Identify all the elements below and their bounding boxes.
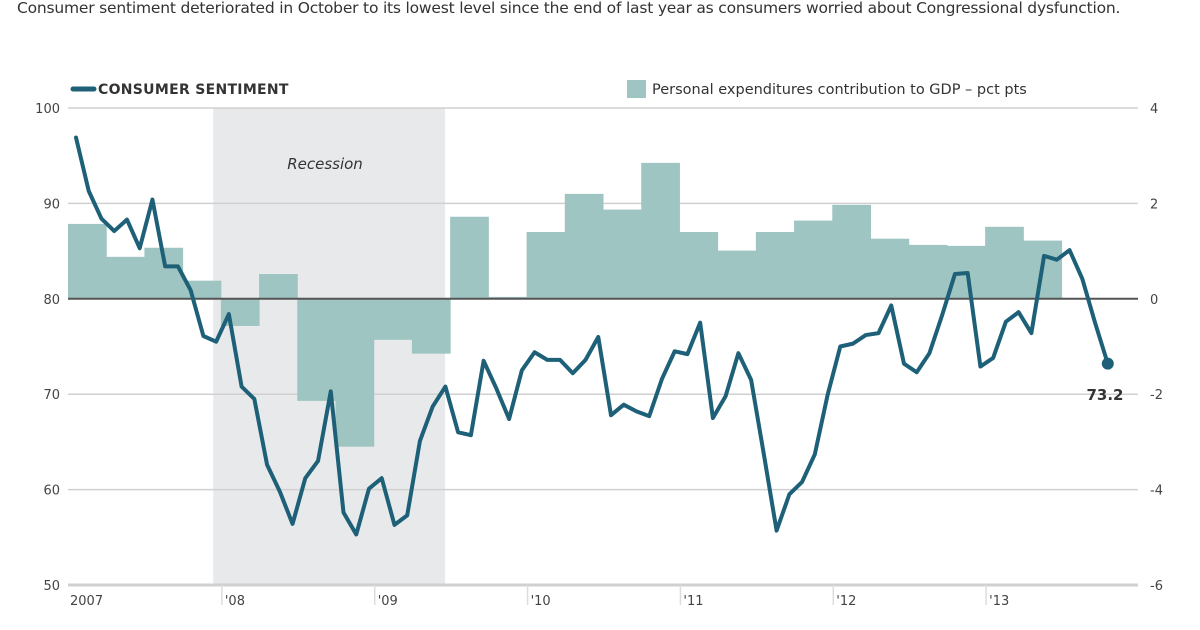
x-tick-label: '12 xyxy=(836,594,856,609)
gdp-contribution-bar xyxy=(450,216,489,299)
gdp-contribution-bar xyxy=(717,250,757,299)
legend-personal-expenditures: Personal expenditures contribution to GD… xyxy=(652,82,1027,98)
legend-consumer-sentiment: CONSUMER SENTIMENT xyxy=(98,82,289,98)
gdp-contribution-bar xyxy=(908,244,948,299)
gdp-contribution-bar xyxy=(641,162,680,299)
x-tick-label: '13 xyxy=(989,594,1009,609)
left-tick-label: 70 xyxy=(43,388,60,403)
x-tick-label: '08 xyxy=(225,594,245,609)
gdp-contribution-bar xyxy=(832,204,871,299)
gdp-contribution-bar xyxy=(870,238,910,299)
gdp-contribution-bar xyxy=(373,298,413,340)
end-point-marker xyxy=(1101,357,1114,370)
gdp-contribution-bar xyxy=(335,298,375,447)
legend-bar-marker xyxy=(627,80,646,98)
right-tick-label: 0 xyxy=(1150,293,1158,308)
recession-label: Recession xyxy=(287,155,363,173)
gdp-contribution-bar xyxy=(603,209,642,299)
gdp-contribution-bar xyxy=(985,226,1024,299)
right-tick-label: -2 xyxy=(1150,388,1163,403)
left-tick-label: 50 xyxy=(43,579,60,594)
gdp-contribution-bar xyxy=(297,298,336,401)
gdp-contribution-bar xyxy=(794,220,833,299)
gdp-contribution-bar xyxy=(679,232,719,299)
gdp-contribution-bar xyxy=(755,232,795,299)
gdp-contribution-bar xyxy=(526,232,566,299)
right-tick-label: 2 xyxy=(1150,197,1158,212)
x-tick-label: 2007 xyxy=(70,594,103,609)
x-tick-label: '11 xyxy=(683,594,703,609)
gdp-contribution-bar xyxy=(68,223,107,299)
left-tick-label: 90 xyxy=(43,197,60,212)
x-tick-label: '10 xyxy=(531,594,551,609)
gdp-contribution-bar xyxy=(106,256,145,299)
gdp-contribution-bar xyxy=(564,193,604,299)
chart-subtitle: Consumer sentiment deteriorated in Octob… xyxy=(17,0,1121,17)
end-value-label: 73.2 xyxy=(1086,386,1123,404)
consumer-sentiment-line xyxy=(74,135,1110,537)
left-tick-label: 100 xyxy=(35,102,60,117)
right-tick-label: -6 xyxy=(1150,579,1163,594)
gdp-contribution-bar xyxy=(411,298,451,354)
right-tick-label: 4 xyxy=(1150,102,1158,117)
right-tick-label: -4 xyxy=(1150,484,1163,499)
gdp-contribution-bar xyxy=(259,273,298,299)
left-tick-label: 60 xyxy=(43,484,60,499)
left-tick-label: 80 xyxy=(43,293,60,308)
x-tick-label: '09 xyxy=(378,594,398,609)
